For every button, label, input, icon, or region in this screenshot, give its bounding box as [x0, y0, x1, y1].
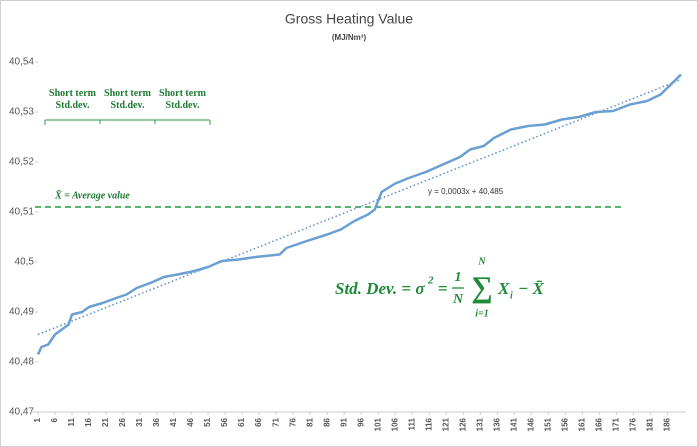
x-tick-label: 141	[509, 417, 518, 431]
formula: X	[497, 279, 510, 298]
x-tick-label: 16	[84, 417, 93, 426]
chart-title: Gross Heating Value	[285, 11, 413, 27]
y-tick-label: 40,51	[9, 207, 34, 218]
x-tick-label: 96	[356, 417, 365, 426]
y-tick-label: 40,54	[9, 57, 34, 68]
x-tick-label: 111	[407, 417, 416, 430]
x-tick-label: 51	[203, 417, 212, 426]
y-tick-label: 40,5	[15, 257, 35, 268]
x-tick-label: 66	[254, 417, 263, 426]
x-tick-label: 41	[169, 417, 178, 426]
x-tick-label: 91	[339, 417, 348, 426]
formula: i	[510, 290, 513, 301]
formula: Std. Dev. = σ	[335, 279, 425, 298]
short-term-label-line: Std.dev.	[56, 100, 90, 111]
y-tick-label: 40,47	[9, 407, 34, 418]
trendline-label: y = 0,0003x + 40,485	[428, 187, 504, 196]
x-tick-label: 166	[594, 417, 603, 431]
x-tick-label: 46	[186, 417, 195, 426]
x-tick-label: 11	[67, 417, 76, 426]
y-tick-label: 40,49	[9, 307, 34, 318]
x-tick-label: 106	[390, 417, 399, 431]
x-tick-label: 161	[577, 417, 586, 431]
series-line	[36, 73, 682, 356]
y-tick-label: 40,52	[9, 157, 34, 168]
x-tick-label: 61	[237, 417, 246, 426]
x-tick-label: 76	[288, 417, 297, 426]
short-term-label: Short term Std.dev.	[49, 88, 97, 111]
short-term-label-line: Std.dev.	[111, 100, 145, 111]
formula: 2	[427, 275, 434, 287]
formula: − X̄	[518, 279, 545, 298]
short-term-label: Short term Std.dev.	[159, 88, 207, 111]
x-tick-label: 71	[271, 417, 280, 426]
x-tick-label: 6	[50, 417, 59, 422]
x-tick-label: 56	[220, 417, 229, 426]
x-tick-label: 171	[611, 417, 620, 431]
short-term-label-line: Short term	[159, 88, 207, 99]
x-tick-label: 136	[492, 417, 501, 431]
x-tick-label: 186	[663, 417, 672, 431]
formula: ∑	[471, 271, 492, 304]
formula: 1	[455, 270, 462, 285]
short-term-label-line: Short term	[49, 88, 97, 99]
y-tick-label: 40,53	[9, 107, 34, 118]
x-tick-label: 126	[458, 417, 467, 431]
x-tick-label: 21	[101, 417, 110, 426]
x-tick-label: 121	[441, 417, 450, 431]
y-tick-label: 40,48	[9, 357, 34, 368]
x-tick-label: 86	[322, 417, 331, 426]
formula: =	[438, 279, 448, 298]
x-tick-label: 101	[373, 417, 382, 431]
formula: N	[477, 256, 486, 267]
short-term-label-line: Std.dev.	[166, 100, 200, 111]
x-tick-label: 151	[543, 417, 552, 431]
x-tick-label: 181	[645, 417, 654, 431]
x-tick-label: 36	[152, 417, 161, 426]
short-term-label-line: Short term	[104, 88, 152, 99]
x-tick-label: 116	[424, 417, 433, 430]
trendline	[37, 78, 682, 336]
x-tick-label: 1	[33, 417, 42, 422]
average-label: X̄ = Average value	[54, 190, 130, 201]
x-tick-label: 156	[560, 417, 569, 431]
x-tick-label: 26	[118, 417, 127, 426]
formula: i=1	[475, 308, 488, 319]
formula: N	[452, 292, 464, 307]
x-tick-label: 81	[305, 417, 314, 426]
x-tick-label: 176	[628, 417, 637, 431]
short-term-label: Short term Std.dev.	[104, 88, 152, 111]
chart-subtitle: (MJ/Nm³)	[332, 33, 367, 42]
x-tick-label: 31	[135, 417, 144, 426]
x-tick-label: 146	[526, 417, 535, 431]
x-tick-label: 131	[475, 417, 484, 431]
